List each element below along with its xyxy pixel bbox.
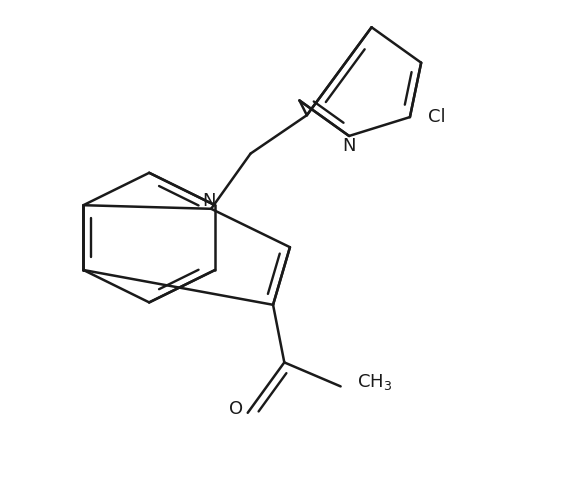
Text: CH$_3$: CH$_3$: [356, 372, 392, 393]
Text: N: N: [342, 137, 356, 155]
Text: O: O: [229, 400, 243, 418]
Text: Cl: Cl: [428, 108, 445, 126]
Text: N: N: [202, 192, 216, 210]
